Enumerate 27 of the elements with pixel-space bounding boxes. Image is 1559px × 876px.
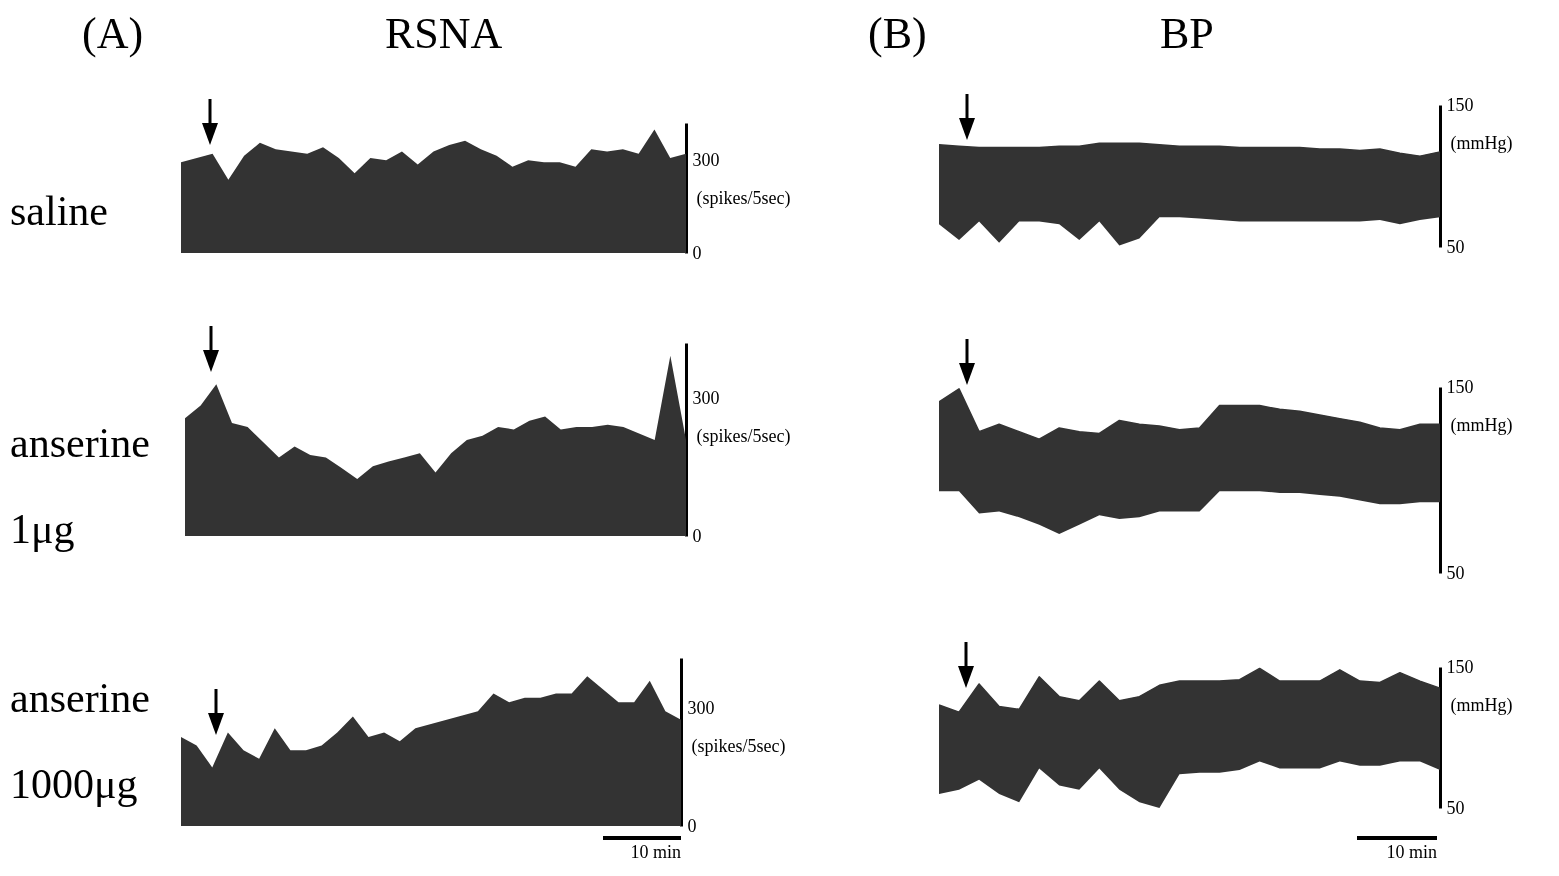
y-tick-label: 50 [1446,562,1465,583]
text: saline [10,187,109,236]
text: (A) [82,9,144,58]
chart-title: RSNA [385,9,503,58]
chart-title: BP [1160,9,1214,58]
text: 10 min [1357,836,1437,863]
y-axis-title: (spikes/5sec) [691,736,786,758]
y-axis-title: (mmHg) [1450,414,1513,436]
y-tick-label: 0 [692,525,702,546]
y-tick-label: 0 [687,815,697,836]
y-axis-title: (mmHg) [1450,694,1513,716]
y-tick-label: 50 [1446,236,1465,257]
y-tick-label: 0 [692,242,702,263]
y-tick-label: 300 [692,149,720,170]
y-tick-label: 150 [1446,94,1474,115]
y-axis-title: (spikes/5sec) [696,187,791,209]
y-tick-label: 50 [1446,797,1465,818]
text: (B) [868,9,927,58]
text: anserine 1000μg [10,674,151,809]
text: anserine 1μg [10,419,151,554]
y-tick-label: 300 [687,698,715,719]
y-axis-title: (spikes/5sec) [696,425,791,447]
text: 10 min [603,836,681,863]
y-tick-label: 150 [1446,656,1474,677]
y-tick-label: 150 [1446,376,1474,397]
y-tick-label: 300 [692,387,720,408]
y-axis-title: (mmHg) [1450,132,1513,154]
